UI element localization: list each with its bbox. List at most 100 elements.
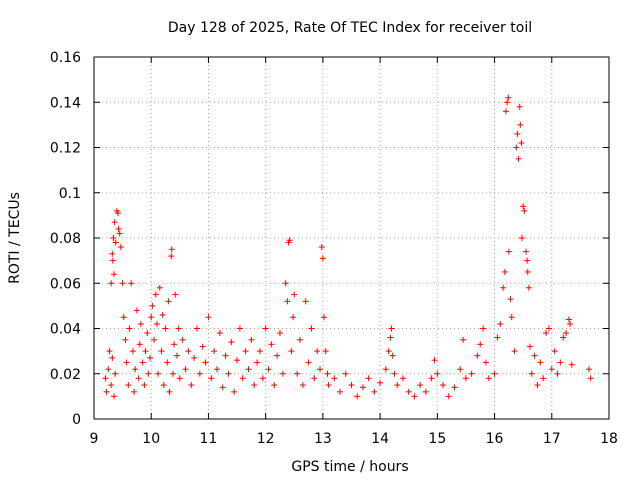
data-point [211,348,218,355]
data-point [251,382,258,389]
data-point [111,219,118,226]
data-point [528,370,535,377]
data-point [431,357,438,364]
data-point [354,393,361,400]
data-point [268,341,275,348]
y-tick-label: 0.16 [50,50,81,66]
data-point [151,336,158,343]
data-point [317,366,324,373]
data-point [188,382,195,389]
data-point [434,370,441,377]
data-point [477,341,484,348]
data-point [115,210,122,217]
data-point [587,375,594,382]
data-point [462,375,469,382]
data-point [286,237,293,244]
data-point [137,320,144,327]
data-point [291,291,298,298]
x-axis-tick-labels: 9 10 11 12 13 14 15 16 17 18 [90,431,618,447]
data-point [149,302,156,309]
data-point [144,330,151,337]
data-point [126,325,133,332]
data-point [537,359,544,366]
data-point [540,375,547,382]
x-tick-label: 17 [543,431,561,447]
data-point [314,348,321,355]
x-axis-label: GPS time / hours [291,459,408,475]
data-point [276,330,283,337]
data-point [214,366,221,373]
chart-title: Day 128 of 2025, Rate Of TEC Index for r… [168,20,532,36]
data-point [527,343,534,350]
x-tick-label: 18 [600,431,618,447]
data-point [159,311,166,318]
data-point [505,94,512,101]
axis-ticks [93,56,610,420]
data-point [385,348,392,355]
data-point [324,370,331,377]
data-point [271,382,278,389]
data-point [290,314,297,321]
grid-lines [94,57,609,419]
data-point [132,366,139,373]
data-point [518,139,525,146]
data-point [168,253,175,260]
data-point [234,357,241,364]
data-point [389,352,396,359]
data-point [156,284,163,291]
data-point [482,359,489,366]
data-point [521,207,528,214]
data-point [460,336,467,343]
y-tick-label: 0.06 [50,276,81,292]
data-point [265,366,272,373]
data-point [179,336,186,343]
data-point [557,359,564,366]
data-point [158,348,165,355]
data-point [501,268,508,275]
data-point [202,359,209,366]
data-point [135,375,142,382]
data-point [115,225,122,232]
data-point [305,359,312,366]
y-tick-label: 0.1 [59,186,81,202]
data-point [191,354,198,361]
data-point [440,382,447,389]
data-point [515,155,522,162]
data-point [311,375,318,382]
data-point [365,375,372,382]
data-point [136,341,143,348]
data-point [500,284,507,291]
data-point [551,348,558,355]
data-point [382,366,389,373]
data-point [274,352,281,359]
data-point [342,370,349,377]
data-point [468,370,475,377]
data-point [219,384,226,391]
data-point [194,325,200,332]
data-point [165,298,172,305]
data-points [102,94,594,400]
data-point [199,343,206,350]
data-point [106,348,113,355]
data-point [359,384,366,391]
data-point [145,370,152,377]
data-point [109,257,116,264]
data-point [494,334,501,341]
plot-frame [93,56,610,420]
data-point [208,375,215,382]
data-point [284,298,291,305]
data-point [117,244,124,251]
data-point [331,375,338,382]
data-point [139,359,146,366]
data-point [168,246,175,253]
data-point [322,348,329,355]
data-point [153,320,160,327]
y-tick-label: 0.02 [50,367,81,383]
data-point [110,235,117,241]
data-point [164,359,171,366]
data-point [388,325,395,332]
data-point [451,384,458,391]
data-point [325,382,332,389]
data-point [109,354,116,361]
